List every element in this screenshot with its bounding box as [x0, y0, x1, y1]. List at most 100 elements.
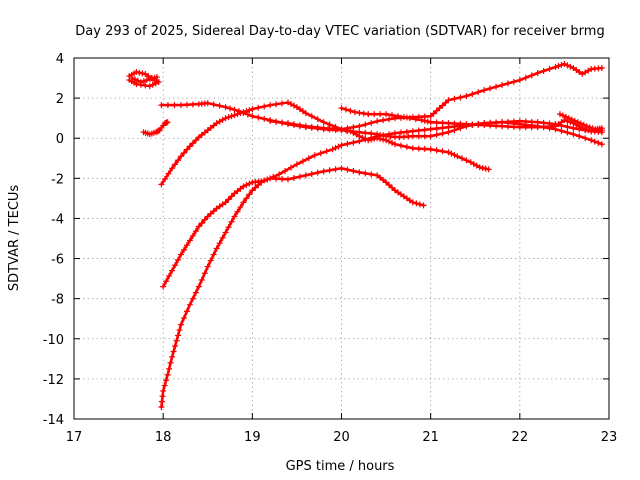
data-point	[365, 137, 372, 144]
data-point	[326, 167, 333, 174]
data-point	[580, 121, 587, 128]
data-point	[153, 74, 160, 81]
data-point	[427, 133, 434, 140]
data-point	[463, 121, 470, 128]
data-point	[433, 131, 440, 138]
y-tick-label: 2	[56, 92, 64, 107]
data-point	[504, 80, 511, 87]
data-point	[582, 135, 589, 142]
data-point	[386, 131, 393, 138]
data-point	[448, 150, 455, 157]
data-point	[413, 200, 420, 207]
data-point	[555, 63, 562, 70]
data-point	[183, 146, 190, 153]
data-point	[436, 105, 443, 112]
data-point	[210, 208, 217, 215]
data-point	[558, 62, 565, 69]
data-point	[152, 80, 159, 87]
data-point	[564, 118, 571, 125]
data-point	[397, 129, 404, 136]
data-point	[562, 113, 569, 120]
data-point	[176, 327, 183, 334]
data-point	[198, 276, 205, 283]
data-point	[252, 184, 259, 191]
data-point	[427, 113, 434, 120]
data-point	[222, 104, 229, 111]
data-point	[249, 113, 256, 120]
data-point	[175, 332, 182, 339]
data-point	[155, 127, 162, 134]
data-point	[528, 72, 535, 79]
data-point	[195, 223, 202, 230]
data-point	[296, 173, 303, 180]
data-point	[169, 165, 176, 172]
data-point	[409, 145, 416, 152]
data-point	[180, 149, 187, 156]
data-point	[186, 143, 193, 150]
data-point	[552, 64, 559, 71]
grid	[74, 58, 609, 419]
data-point	[463, 157, 470, 164]
data-point	[261, 115, 268, 122]
data-point	[302, 172, 309, 179]
data-point	[392, 141, 398, 148]
data-point	[169, 353, 176, 360]
y-tick-label: -8	[51, 293, 64, 308]
series-sat-h	[267, 118, 492, 173]
y-axis-label: SDTVAR / TECUs	[7, 185, 22, 292]
data-point	[186, 237, 193, 244]
data-point	[189, 232, 196, 239]
data-point	[335, 143, 342, 150]
data-point	[237, 204, 244, 211]
data-point	[183, 308, 190, 315]
y-tick-label: -4	[51, 212, 64, 227]
data-point	[170, 348, 177, 355]
data-point	[240, 199, 247, 206]
data-point	[445, 149, 452, 156]
data-point	[231, 213, 238, 220]
data-point	[362, 170, 369, 177]
data-point	[577, 120, 584, 127]
data-point	[227, 105, 234, 112]
data-point	[270, 173, 277, 180]
data-point	[290, 174, 297, 181]
data-point	[403, 143, 410, 150]
data-point	[546, 123, 553, 130]
data-point	[290, 121, 297, 128]
data-point	[240, 109, 247, 116]
data-point	[356, 133, 363, 140]
data-point	[588, 137, 595, 144]
data-point	[267, 102, 274, 109]
data-point	[255, 104, 262, 111]
y-tick-labels: 4 2 0 -2 -4 -6 -8 -10 -12 -14	[43, 52, 64, 428]
data-point	[416, 201, 423, 208]
x-tick-label: 18	[155, 430, 172, 445]
series-sat-e	[158, 61, 605, 188]
data-point	[167, 359, 174, 366]
data-point	[178, 321, 184, 328]
data-point	[344, 140, 351, 147]
axis-ticks	[73, 57, 610, 420]
data-point	[164, 371, 171, 378]
data-point	[479, 164, 486, 171]
data-point	[139, 70, 146, 77]
data-series	[126, 61, 605, 410]
data-point	[165, 170, 172, 177]
data-point	[210, 251, 217, 258]
data-point	[222, 229, 229, 236]
data-point	[338, 105, 345, 112]
data-point	[180, 246, 187, 253]
data-point	[457, 94, 464, 101]
y-tick-label: 4	[56, 52, 64, 67]
data-point	[371, 111, 378, 118]
data-point	[451, 120, 458, 127]
data-point	[338, 126, 345, 133]
x-tick-labels: 17 18 19 20 21 22 23	[66, 430, 618, 445]
y-tick-label: -14	[43, 413, 64, 428]
data-point	[213, 245, 220, 252]
data-point	[499, 82, 505, 89]
series-sat-c	[140, 119, 171, 138]
data-point	[386, 116, 393, 123]
x-tick-label: 23	[601, 430, 618, 445]
data-point	[433, 107, 440, 114]
